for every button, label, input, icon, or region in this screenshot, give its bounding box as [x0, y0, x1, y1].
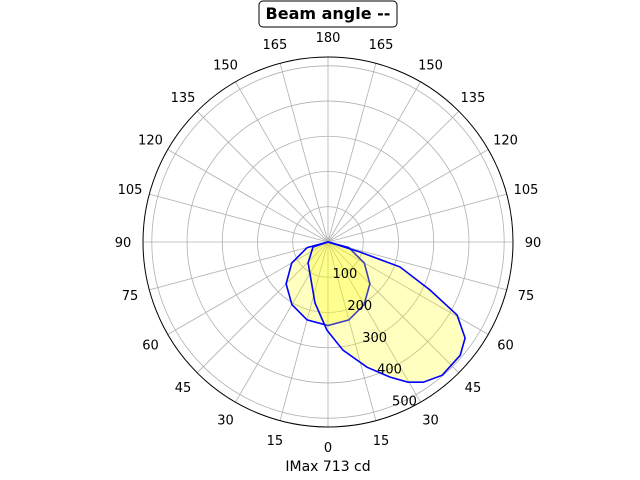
angle-tick-label: 165	[263, 38, 288, 53]
angle-tick-label: 30	[217, 414, 234, 429]
radial-tick-label: 300	[362, 331, 387, 346]
angle-tick-label: 60	[142, 339, 159, 354]
angle-tick-label: 15	[373, 434, 390, 449]
radial-tick-label: 400	[377, 363, 402, 378]
angular-grid-line	[327, 241, 507, 291]
angular-grid-line	[327, 241, 460, 374]
polar-frame	[142, 56, 514, 428]
angle-tick-label: 0	[324, 441, 332, 456]
title-box	[258, 0, 398, 28]
angular-grid-line	[235, 81, 329, 243]
angle-tick-label: 165	[369, 38, 394, 53]
angle-tick-label: 90	[115, 236, 132, 251]
angle-tick-label: 45	[175, 381, 192, 396]
angular-grid-line	[327, 63, 377, 243]
angle-tick-label: 150	[213, 58, 238, 73]
angular-grid-line	[235, 241, 329, 403]
angle-tick-label: 120	[493, 134, 518, 149]
angular-grid-line	[149, 241, 329, 291]
radial-tick-label: 200	[347, 299, 372, 314]
angle-tick-label: 135	[461, 91, 486, 106]
angular-grid-line	[279, 63, 329, 243]
angular-grid-line	[167, 241, 329, 335]
angular-grid-line	[327, 110, 460, 243]
angle-tick-label: 150	[418, 58, 443, 73]
angular-grid-line	[167, 149, 329, 243]
angular-grid-line	[149, 193, 329, 243]
angle-tick-label: 75	[122, 289, 139, 304]
radial-tick-label: 500	[392, 395, 417, 410]
angle-tick-label: 120	[138, 134, 163, 149]
angle-tick-label: 135	[171, 91, 196, 106]
series-line-0	[285, 241, 371, 327]
x-axis-label: IMax 713 cd	[285, 459, 370, 475]
angle-tick-label: 105	[118, 183, 143, 198]
angular-grid-line	[196, 241, 329, 374]
series-line-1	[307, 241, 466, 383]
angular-grid-line	[327, 241, 489, 335]
angular-grid-line	[196, 110, 329, 243]
angle-tick-label: 105	[514, 183, 539, 198]
angle-tick-label: 15	[267, 434, 284, 449]
angle-tick-label: 60	[497, 339, 514, 354]
angle-tick-label: 90	[525, 236, 542, 251]
series-fill-0	[286, 242, 370, 326]
angular-grid-line	[327, 241, 377, 421]
angular-grid-line	[327, 149, 489, 243]
angle-tick-label: 45	[465, 381, 482, 396]
chart-title: Beam angle --	[266, 4, 391, 23]
angular-grid-line	[327, 241, 421, 403]
angle-tick-label: 180	[316, 31, 341, 46]
angular-grid-line	[279, 241, 329, 421]
series-fill-1	[308, 242, 466, 383]
angle-tick-label: 75	[518, 289, 535, 304]
angular-grid-line	[327, 193, 507, 243]
angular-grid-line	[327, 81, 421, 243]
radial-tick-label: 100	[332, 267, 357, 282]
angle-tick-label: 30	[422, 414, 439, 429]
